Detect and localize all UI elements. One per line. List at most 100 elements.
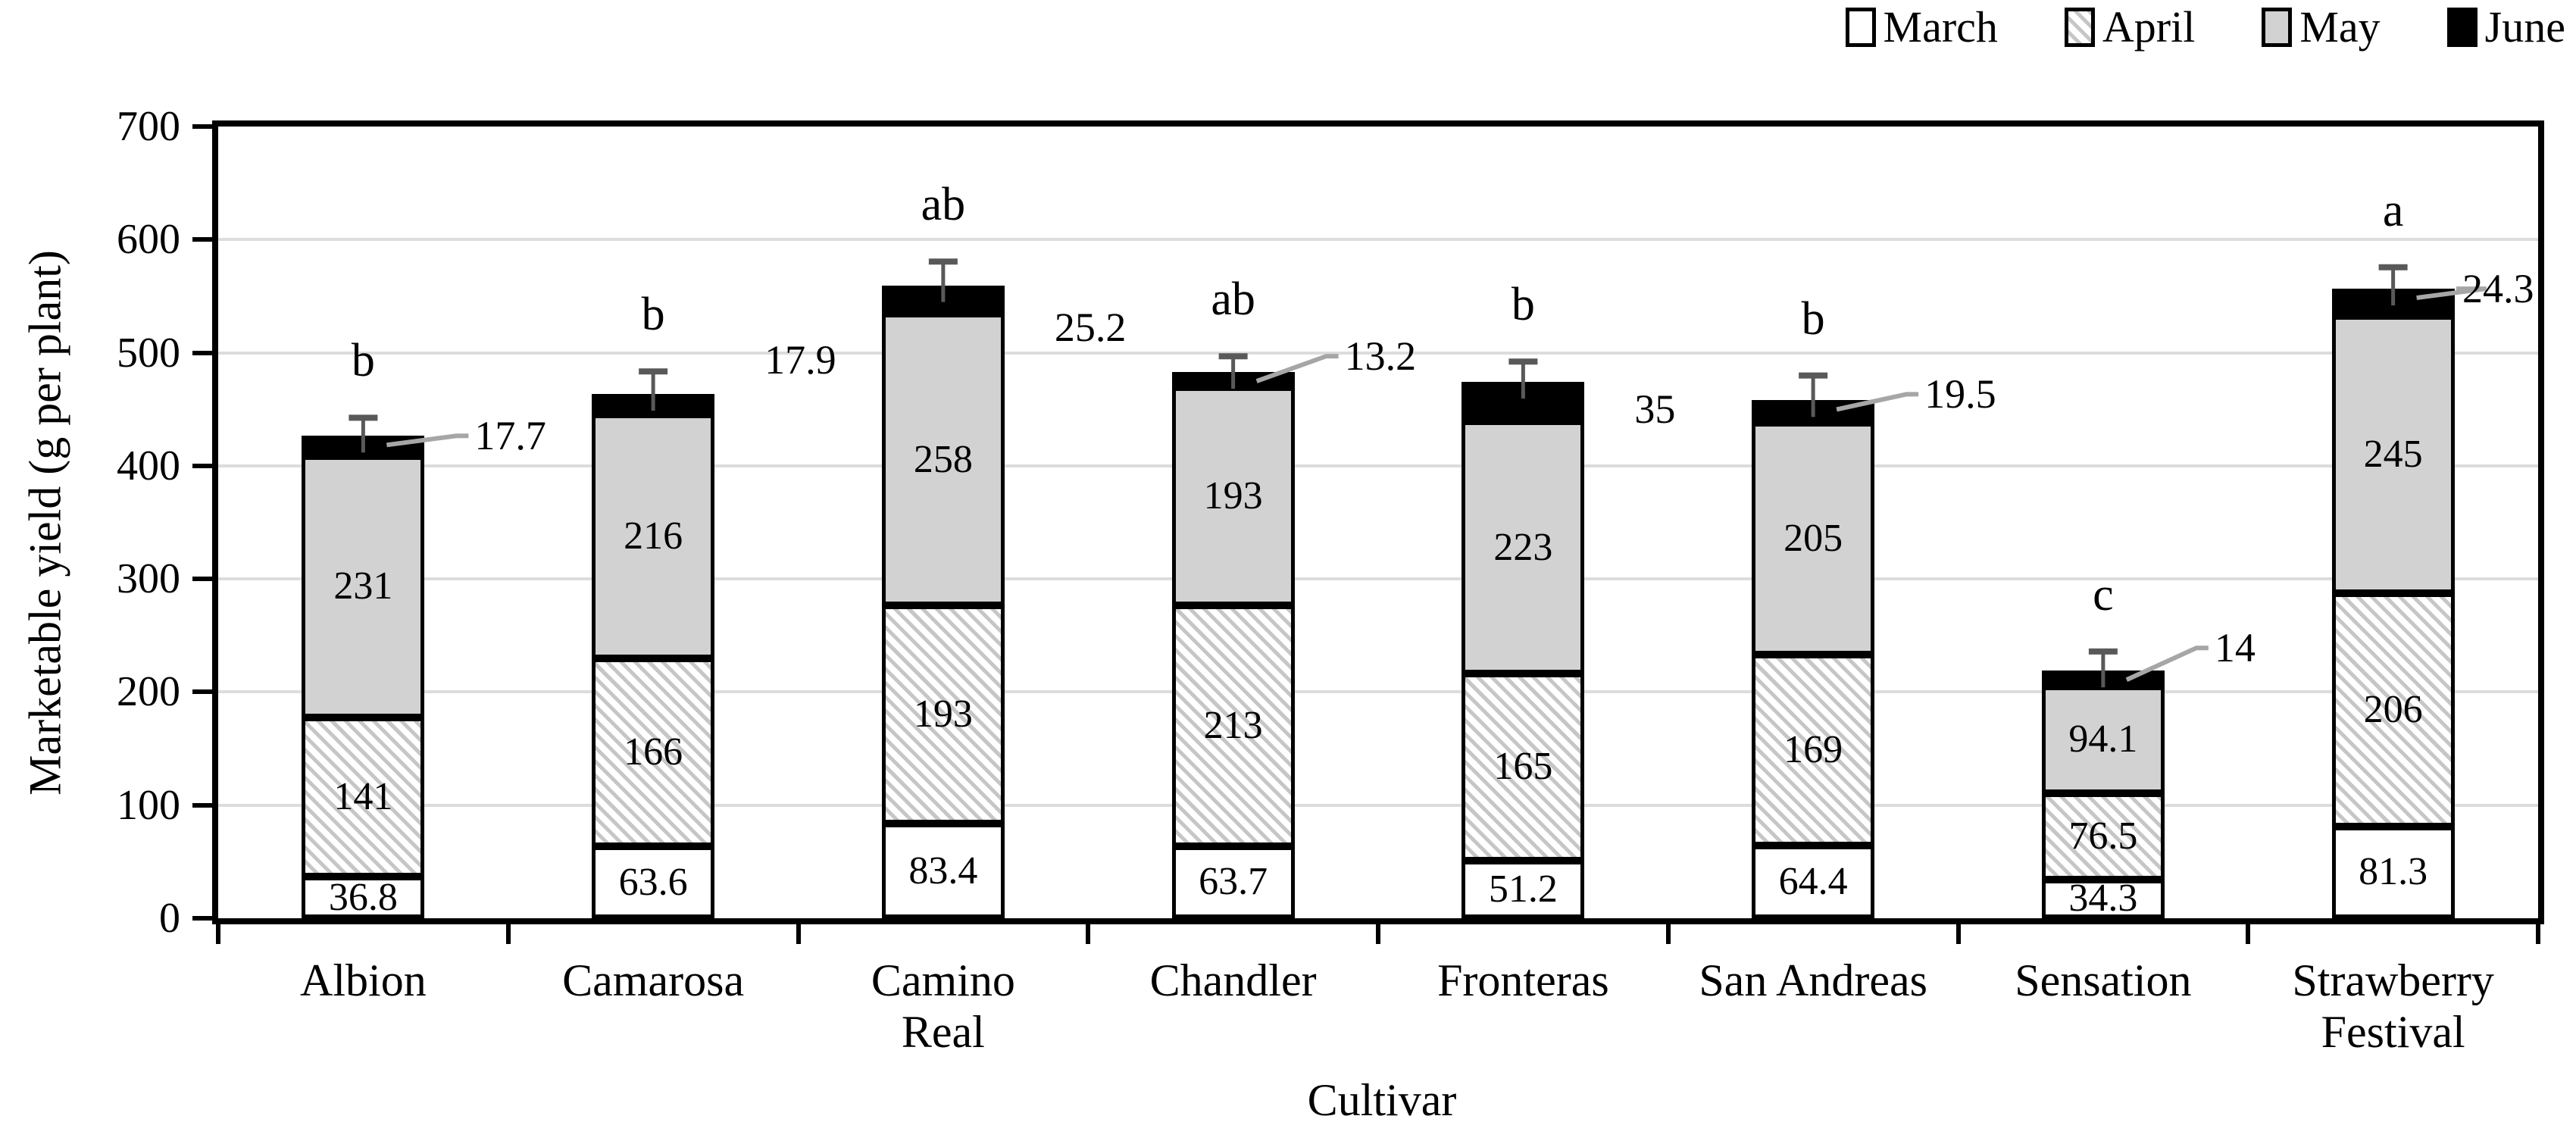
segment-value-label: 141 xyxy=(333,774,393,818)
y-axis-tick-label: 600 xyxy=(117,216,180,264)
y-axis-tick-label: 200 xyxy=(117,668,180,716)
segment-value-label: 169 xyxy=(1784,727,1843,771)
y-axis-tick xyxy=(192,237,215,242)
segment-value-label: 63.7 xyxy=(1199,860,1268,904)
x-category-label-chandler: Chandler xyxy=(1149,955,1317,1005)
y-axis-tick-label: 0 xyxy=(159,895,180,942)
bar-segment-sensation-june xyxy=(2041,671,2165,687)
x-category-label-san-andreas: San Andreas xyxy=(1699,955,1927,1005)
segment-value-label: 213 xyxy=(1203,703,1263,747)
significance-letter: ab xyxy=(1211,274,1255,326)
segment-value-label: 51.2 xyxy=(1488,867,1558,911)
segment-value-label: 63.6 xyxy=(618,860,688,904)
bar-segment-fronteras-june xyxy=(1462,382,1585,422)
june-outside-value-label: 14 xyxy=(2214,625,2256,671)
y-axis-tick-label: 300 xyxy=(117,555,180,603)
legend-label-may: May xyxy=(2299,2,2381,52)
significance-letter: a xyxy=(2382,184,2404,236)
significance-letter: b xyxy=(351,335,375,387)
gridline xyxy=(218,690,2538,694)
bar-segment-sensation-may: 94.1 xyxy=(2041,686,2165,793)
legend-swatch-march-icon xyxy=(1845,8,1876,47)
segment-value-label: 205 xyxy=(1784,516,1843,560)
gridline xyxy=(218,351,2538,355)
bar-segment-chandler-april: 213 xyxy=(1171,605,1295,846)
bar-segment-albion-june xyxy=(302,436,425,456)
y-axis-tick xyxy=(192,689,215,695)
bar-segment-fronteras-april: 165 xyxy=(1462,674,1585,861)
segment-value-label: 193 xyxy=(1203,474,1263,517)
bar-segment-camino-real-may: 258 xyxy=(881,314,1005,606)
chart-legend: March April May June xyxy=(1845,2,2565,52)
legend-item-march: March xyxy=(1845,2,1998,52)
y-axis-tick xyxy=(192,124,215,129)
june-outside-value-label: 19.5 xyxy=(1924,371,1996,417)
x-axis-tick xyxy=(796,924,801,944)
bar-segment-san-andreas-april: 169 xyxy=(1752,654,1875,846)
bar-segment-sensation-april: 76.5 xyxy=(2041,792,2165,880)
x-category-label-albion: Albion xyxy=(300,955,427,1005)
x-axis-tick xyxy=(2246,924,2251,944)
x-axis-tick xyxy=(505,924,511,944)
june-outside-value-label: 13.2 xyxy=(1344,333,1417,380)
x-axis-tick xyxy=(216,924,220,944)
gridline xyxy=(218,464,2538,467)
segment-value-label: 245 xyxy=(2363,433,2423,477)
bar-segment-strawberry-festival-march: 81.3 xyxy=(2331,826,2455,918)
bar-segment-camarosa-june xyxy=(592,394,715,414)
segment-value-label: 231 xyxy=(333,564,393,608)
y-axis-tick-label: 400 xyxy=(117,442,180,489)
bar-segment-albion-april: 141 xyxy=(302,717,425,877)
bar-segment-strawberry-festival-may: 245 xyxy=(2331,316,2455,594)
bar-segment-camarosa-april: 166 xyxy=(592,658,715,847)
segment-value-label: 81.3 xyxy=(2359,850,2428,894)
legend-item-may: May xyxy=(2262,2,2381,52)
june-outside-value-label: 17.9 xyxy=(764,337,836,383)
bar-segment-camino-real-march: 83.4 xyxy=(881,824,1005,918)
bar-segment-camarosa-may: 216 xyxy=(592,414,715,659)
segment-value-label: 94.1 xyxy=(2068,717,2138,761)
bar-segment-camarosa-march: 63.6 xyxy=(592,846,715,918)
bar-segment-sensation-march: 34.3 xyxy=(2041,877,2165,921)
y-axis-tick xyxy=(192,802,215,808)
significance-letter: b xyxy=(1801,292,1825,345)
bar-segment-camino-real-june xyxy=(881,285,1005,314)
x-axis-tick xyxy=(1376,924,1380,944)
x-category-label-sensation: Sensation xyxy=(2015,955,2192,1005)
bar-segment-san-andreas-march: 64.4 xyxy=(1752,845,1875,918)
bar-segment-chandler-may: 193 xyxy=(1171,386,1295,605)
segment-value-label: 206 xyxy=(2363,687,2423,731)
segment-value-label: 223 xyxy=(1493,525,1553,569)
x-category-label-strawberry-festival: Strawberry Festival xyxy=(2292,955,2494,1057)
legend-label-march: March xyxy=(1883,2,1998,52)
gridline xyxy=(218,803,2538,807)
legend-swatch-may-icon xyxy=(2262,8,2293,47)
segment-value-label: 36.8 xyxy=(328,875,398,919)
segment-value-label: 76.5 xyxy=(2068,814,2138,858)
y-axis-tick xyxy=(192,463,215,468)
y-axis-tick xyxy=(192,350,215,355)
y-axis-tick-label: 700 xyxy=(117,103,180,150)
segment-value-label: 34.3 xyxy=(2068,877,2138,921)
significance-letter: c xyxy=(2093,568,2114,621)
x-axis-tick xyxy=(2536,924,2540,944)
segment-value-label: 165 xyxy=(1493,745,1553,789)
significance-letter: b xyxy=(641,289,665,341)
bar-segment-fronteras-march: 51.2 xyxy=(1462,860,1585,918)
y-axis-tick xyxy=(192,916,215,921)
bar-segment-albion-march: 36.8 xyxy=(302,875,425,919)
legend-label-april: April xyxy=(2102,2,2196,52)
y-axis-tick xyxy=(192,577,215,582)
june-outside-value-label: 25.2 xyxy=(1054,304,1127,350)
x-category-label-camarosa: Camarosa xyxy=(562,955,745,1005)
gridline xyxy=(218,238,2538,242)
significance-letter: ab xyxy=(921,179,966,231)
segment-value-label: 193 xyxy=(913,692,973,736)
significance-letter: b xyxy=(1511,279,1535,331)
bar-segment-chandler-june xyxy=(1171,372,1295,387)
legend-item-april: April xyxy=(2064,2,2196,52)
segment-value-label: 216 xyxy=(624,514,683,558)
y-axis-tick-label: 100 xyxy=(117,781,180,829)
y-axis-title: Marketable yield (g per plant) xyxy=(20,250,70,796)
